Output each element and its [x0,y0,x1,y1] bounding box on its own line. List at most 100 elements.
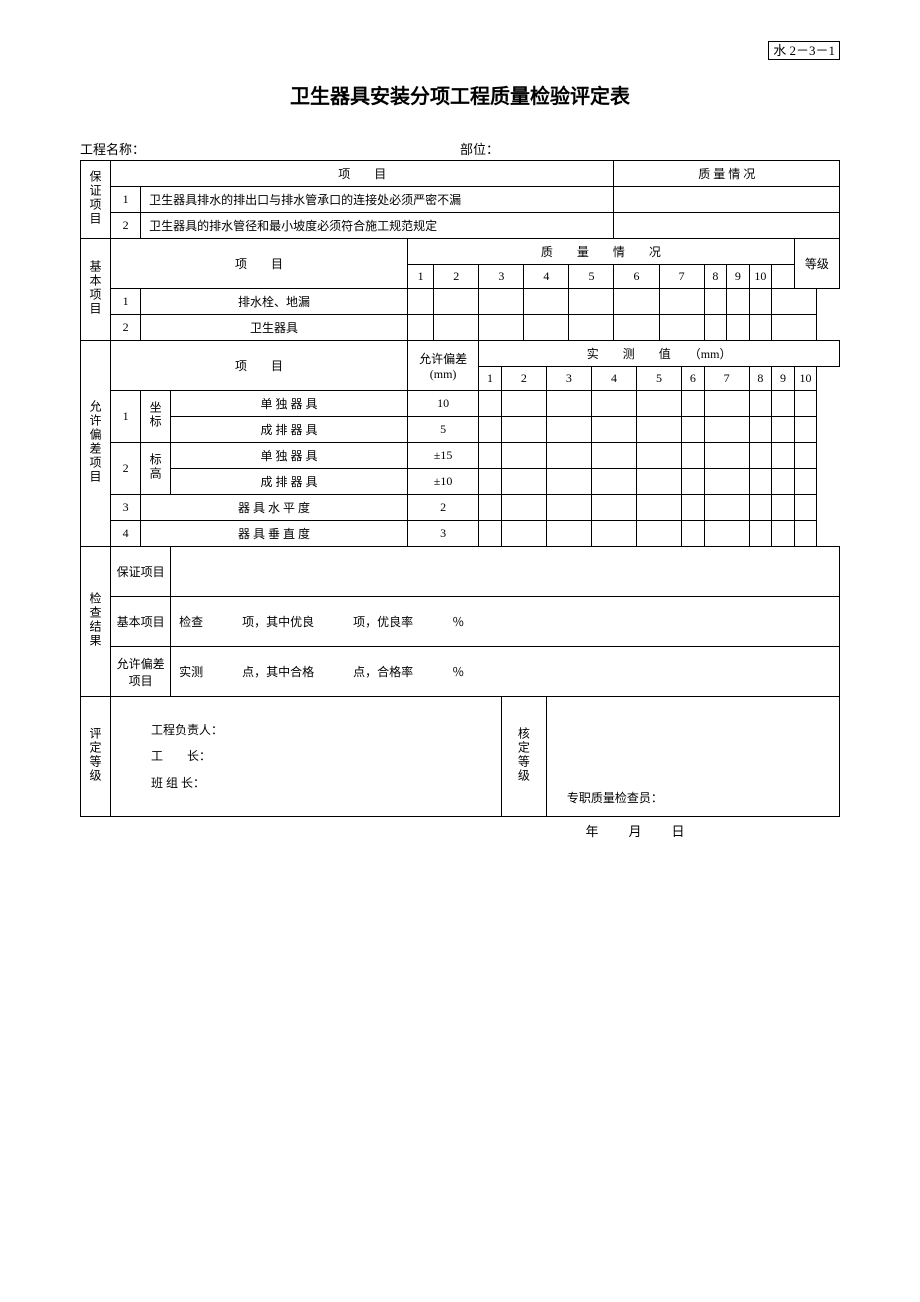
cell [682,495,705,521]
s3-r2-sub: 成 排 器 具 [171,417,408,443]
cell [772,391,795,417]
s1-row2-num: 2 [111,213,141,239]
doc-code: 水 2－3－1 [768,41,840,60]
s3-r3-tol: ±15 [407,443,478,469]
cell [794,443,817,469]
cell [727,315,750,341]
cell-grade [772,289,817,315]
cell [637,443,682,469]
cell [704,469,749,495]
s4-r3-label: 允许偏差项目 [111,647,171,697]
s3-r5-num: 3 [111,495,141,521]
s3-r1-group: 坐标 [141,391,171,443]
s4-r1-label: 保证项目 [111,547,171,597]
cell [749,469,772,495]
cell [682,417,705,443]
cell [546,443,591,469]
cell [794,521,817,547]
cell [772,443,795,469]
cell [524,289,569,315]
s3-r1-sub: 单 独 器 具 [171,391,408,417]
cell [407,289,433,315]
cell [682,521,705,547]
s2-n6: 6 [614,265,659,289]
cell [546,521,591,547]
section3-col-item: 项 目 [111,341,408,391]
cell [704,289,727,315]
section3-col-tol: 允许偏差 (mm) [407,341,478,391]
cell [704,495,749,521]
s3-r4-sub: 成 排 器 具 [171,469,408,495]
s3-r1-num: 1 [111,391,141,443]
cell [501,469,546,495]
cell [569,315,614,341]
cell [704,521,749,547]
s3-r5-text: 器 具 水 平 度 [141,495,408,521]
cell [614,315,659,341]
cell [501,417,546,443]
cell [637,521,682,547]
s3-n4: 4 [591,367,636,391]
cell [637,391,682,417]
cell [659,289,704,315]
cell [501,391,546,417]
cell [704,417,749,443]
s2-n4: 4 [524,265,569,289]
s4-r3-text: 实测 点，其中合格 点，合格率 ％ [171,647,840,697]
cell [749,417,772,443]
s2-n1: 1 [407,265,433,289]
cell-grade [772,315,817,341]
date-line: 年月日 [80,821,840,840]
cell [637,469,682,495]
cell [479,521,502,547]
cell [637,495,682,521]
cell [501,443,546,469]
cell [569,289,614,315]
s3-n8: 8 [749,367,772,391]
cell [591,443,636,469]
tol-label: 允许偏差 [410,350,476,367]
s2-n7: 7 [659,265,704,289]
s2-n10: 10 [749,265,772,289]
cell [772,469,795,495]
section1-label: 保证项目 [81,161,111,239]
cell [727,289,750,315]
sig-team-lead: 班 组 长： [151,770,499,796]
cell [479,315,524,341]
cell [772,495,795,521]
cell [479,443,502,469]
s2-r2-text: 卫生器具 [141,315,408,341]
cell [501,495,546,521]
s2-n3: 3 [479,265,524,289]
cell [704,443,749,469]
project-name-label: 工程名称： [80,139,460,158]
s3-n2: 2 [501,367,546,391]
s3-r5-tol: 2 [407,495,478,521]
s2-n8: 8 [704,265,727,289]
s3-n6: 6 [682,367,705,391]
sig-foreman: 工 长： [151,743,499,769]
cell [591,521,636,547]
s1-row1-num: 1 [111,187,141,213]
cell [794,469,817,495]
cell [794,495,817,521]
sig-project-lead: 工程负责人： [151,717,499,743]
cell [546,391,591,417]
cell [659,315,704,341]
cell [434,315,479,341]
cell [749,391,772,417]
cell [682,469,705,495]
cell [591,391,636,417]
s2-n2: 2 [434,265,479,289]
s3-r2-tol: 5 [407,417,478,443]
cell [479,495,502,521]
s5-col2-label: 核定等级 [501,697,546,817]
cell [479,469,502,495]
header-line: 工程名称： 部位： [80,139,840,158]
cell [614,289,659,315]
s3-n9: 9 [772,367,795,391]
cell [682,391,705,417]
section2-label: 基本项目 [81,239,111,341]
section1-col-quality: 质 量 情 况 [614,161,840,187]
cell [704,391,749,417]
